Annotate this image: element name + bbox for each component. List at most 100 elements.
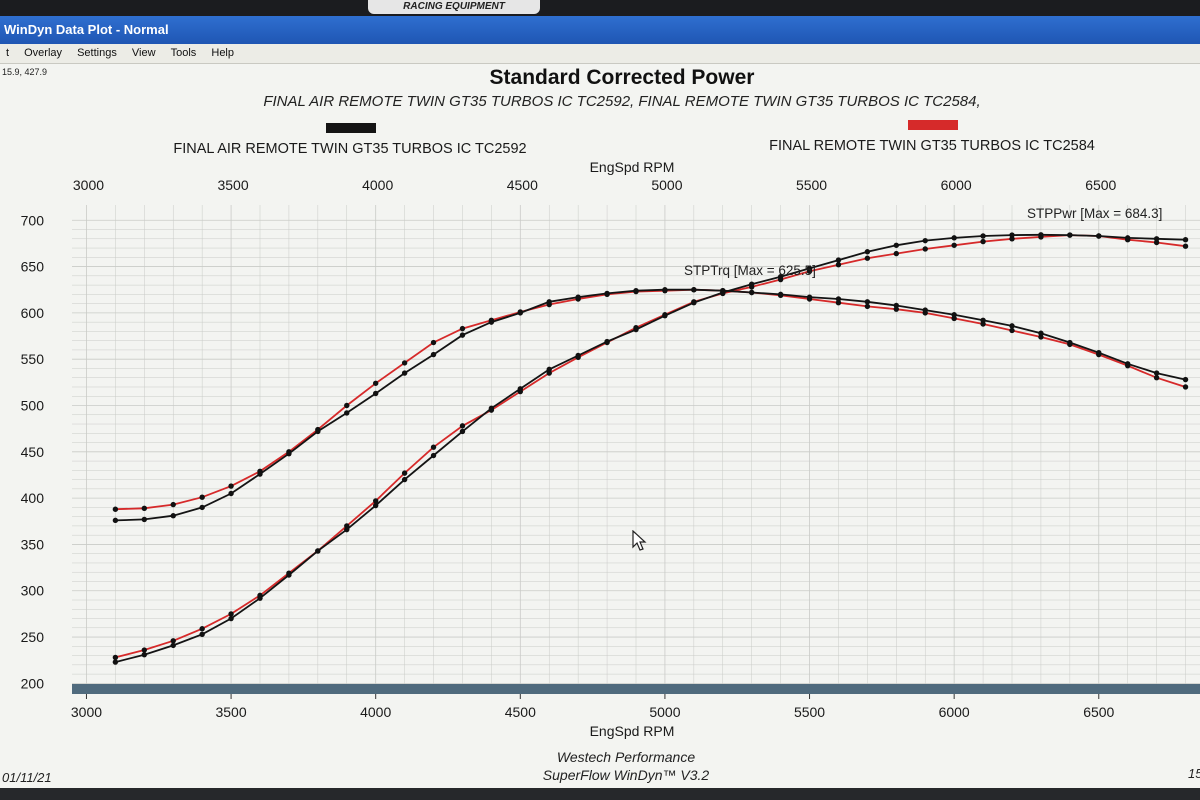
- data-point: [720, 289, 726, 296]
- data-point: [517, 386, 524, 392]
- data-point: [372, 502, 379, 509]
- data-point: [228, 490, 234, 497]
- data-point: [401, 360, 408, 366]
- data-point: [662, 312, 668, 319]
- data-point: [372, 390, 379, 397]
- monitor-bezel-top: RACING EQUIPMENT: [0, 0, 1200, 16]
- data-point: [864, 303, 871, 310]
- menu-item-overlay[interactable]: Overlay: [24, 47, 63, 59]
- data-point: [604, 290, 610, 297]
- data-point: [517, 310, 524, 316]
- series-line-stppwr-run1: [115, 233, 1186, 663]
- data-point: [835, 262, 842, 268]
- data-point: [835, 299, 842, 306]
- x-tick-label-top: 4500: [507, 177, 538, 193]
- menu-item-help[interactable]: Help: [211, 47, 234, 59]
- window-title: WinDyn Data Plot - Normal: [4, 22, 169, 37]
- x-tick-label-top: 4000: [362, 177, 393, 193]
- data-point: [141, 505, 148, 512]
- data-point: [141, 516, 148, 523]
- x-tick-label-bottom: 3500: [215, 704, 246, 720]
- data-point: [459, 423, 466, 429]
- y-tick-label: 550: [21, 351, 45, 367]
- data-point: [922, 246, 928, 252]
- menu-item-file[interactable]: t: [6, 47, 10, 59]
- data-point: [806, 265, 813, 272]
- series-lines: [115, 233, 1186, 663]
- data-point: [546, 366, 552, 373]
- y-tick-label: 450: [21, 444, 45, 460]
- data-point: [430, 339, 437, 346]
- data-point: [748, 281, 755, 287]
- y-tick-label: 250: [21, 629, 45, 645]
- data-point: [170, 501, 176, 508]
- data-point: [1009, 236, 1015, 242]
- data-point: [691, 299, 697, 306]
- data-point: [893, 306, 900, 312]
- menu-item-view[interactable]: View: [131, 47, 156, 59]
- x-axis-label-bottom: EngSpd RPM: [590, 723, 675, 739]
- data-point: [344, 523, 350, 529]
- y-tick-label: 400: [21, 490, 45, 506]
- data-point: [806, 294, 813, 300]
- legend-label-run2: FINAL REMOTE TWIN GT35 TURBOS IC TC2584: [769, 138, 1095, 154]
- data-point: [344, 410, 350, 416]
- y-tick-label: 700: [21, 212, 45, 228]
- x-tick-label-bottom: 4000: [360, 704, 391, 720]
- series-line-stptrq-run2: [115, 288, 1186, 511]
- data-point: [951, 242, 957, 248]
- menu-item-tools[interactable]: Tools: [170, 47, 197, 59]
- footer-software: SuperFlow WinDyn™ V3.2: [543, 767, 710, 783]
- data-point: [199, 631, 205, 637]
- data-point: [951, 315, 957, 322]
- y-tick-label: 300: [21, 583, 45, 599]
- data-point: [1067, 232, 1073, 238]
- data-point: [286, 572, 292, 578]
- data-point: [141, 647, 148, 653]
- data-point: [748, 289, 755, 296]
- legend-label-run1: FINAL AIR REMOTE TWIN GT35 TURBOS IC TC2…: [173, 141, 526, 157]
- data-point: [401, 370, 408, 376]
- data-point: [1038, 334, 1044, 340]
- chart-subtitle: FINAL AIR REMOTE TWIN GT35 TURBOS IC TC2…: [263, 93, 980, 110]
- data-point: [488, 405, 495, 411]
- menu-item-settings[interactable]: Settings: [77, 47, 117, 59]
- mouse-pointer-icon: [632, 530, 647, 551]
- x-tick-label-top: 3500: [217, 177, 248, 193]
- window-title-bar[interactable]: WinDyn Data Plot - Normal: [0, 16, 1200, 44]
- menu-bar: t Overlay Settings View Tools Help: [0, 44, 1200, 64]
- brand-badge: RACING EQUIPMENT: [368, 0, 540, 14]
- data-point: [199, 494, 205, 500]
- data-point: [777, 274, 784, 280]
- data-point: [315, 428, 321, 435]
- x-tick-label-bottom: 5500: [794, 704, 825, 720]
- data-point: [575, 352, 581, 359]
- power-max-annotation: STPPwr [Max = 684.3]: [1027, 206, 1162, 221]
- data-point: [1009, 232, 1015, 238]
- dyno-chart: Standard Corrected Power FINAL AIR REMOT…: [2, 66, 1200, 785]
- y-tick-label: 650: [21, 259, 45, 275]
- data-point: [1182, 376, 1189, 383]
- data-point: [112, 659, 119, 665]
- data-point: [1009, 323, 1015, 329]
- data-point: [1038, 330, 1044, 336]
- data-point: [893, 250, 900, 257]
- y-tick-label: 600: [21, 305, 45, 321]
- data-point: [1067, 339, 1073, 346]
- data-point: [228, 615, 234, 622]
- data-point: [980, 238, 986, 245]
- data-point: [864, 299, 871, 305]
- x-axis-bar: [72, 684, 1200, 694]
- data-point: [257, 471, 263, 477]
- chart-title: Standard Corrected Power: [490, 66, 755, 89]
- series-line-stptrq-run1: [115, 288, 1186, 522]
- data-point: [1153, 239, 1160, 246]
- data-point: [1124, 361, 1131, 367]
- cursor-coords: 15.9, 427.9: [2, 67, 48, 77]
- data-point: [372, 498, 379, 504]
- x-tick-label-top: 5000: [651, 177, 682, 193]
- data-point: [228, 483, 234, 489]
- data-point: [459, 428, 466, 435]
- data-point: [980, 321, 986, 327]
- data-point: [1182, 384, 1189, 390]
